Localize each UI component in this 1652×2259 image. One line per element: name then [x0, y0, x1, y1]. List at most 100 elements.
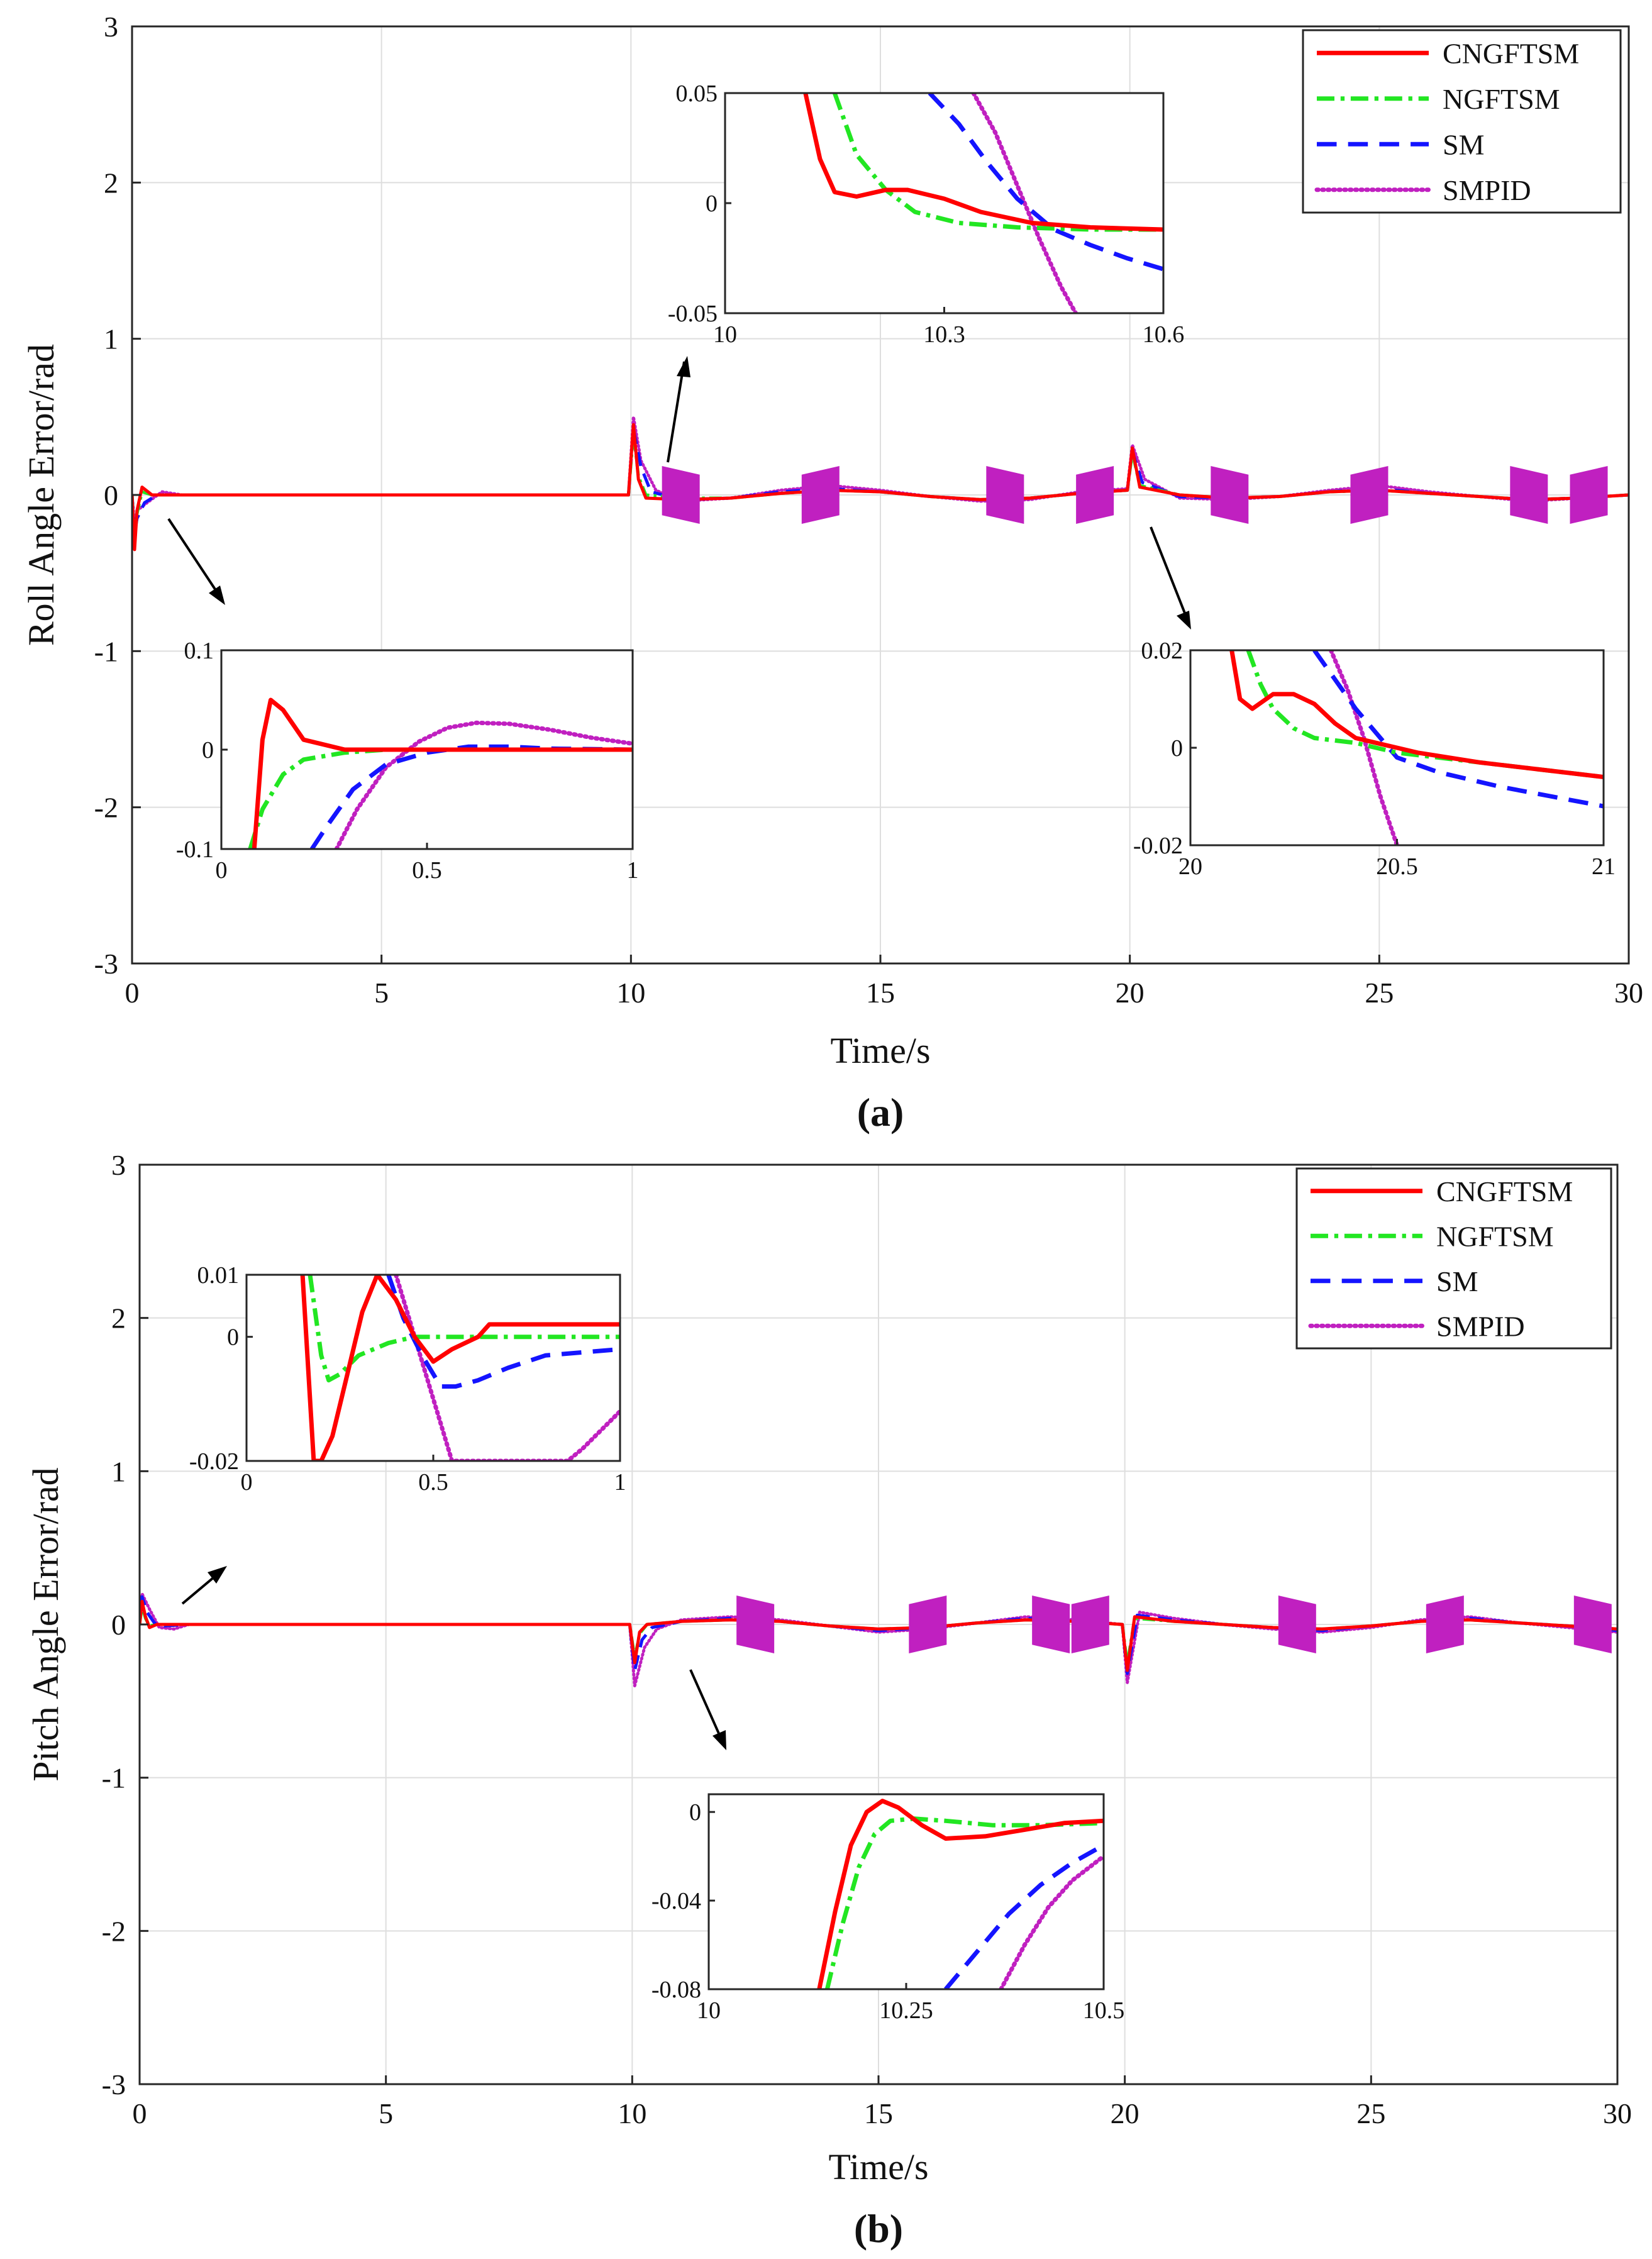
chart-b-legend-label-smpid: SMPID [1436, 1310, 1525, 1342]
chart-b-y-ticks: -3 -2 -1 0 1 2 3 [102, 1149, 148, 2101]
arrow-head [209, 586, 225, 605]
chart-a-y-axis-label: Roll Angle Error/rad [21, 344, 62, 646]
chart-b-inset-1-x-tick-label: 0 [241, 1469, 253, 1496]
chart-a-y-tick-label: 2 [104, 167, 118, 199]
chart-a-y-tick-label: -3 [94, 948, 118, 980]
chart-a-series [132, 415, 1629, 552]
chart-a-inset-3-y-tick-label: -0.02 [1133, 833, 1183, 859]
chart-b-legend-label-ngftsm: NGFTSM [1436, 1220, 1554, 1252]
chart-a-inset-2-x-tick-label: 1 [627, 857, 639, 884]
chart-b-inset-1-series-ngftsm [308, 1275, 620, 1383]
chart-a-inset-1-y-tick-label: -0.05 [668, 301, 718, 327]
chart-b-y-axis-label: Pitch Angle Error/rad [25, 1467, 66, 1781]
chart-a-inset-1-y-tick-label: 0.05 [676, 80, 718, 107]
chart-a-inset-1-x-tick-label: 10.6 [1143, 321, 1185, 348]
chart-b-inset-2: 10 10.25 10.5 -0.08 -0.04 0 [651, 1793, 1124, 2024]
chart-b-x-tick-label: 30 [1603, 2097, 1632, 2129]
chart-b-smpid-chatter-band [1573, 1596, 1612, 1653]
chart-b-inset-1-y-tick-label: 0.01 [197, 1262, 240, 1289]
chart-b-inset-1-y-tick-label: -0.02 [189, 1448, 239, 1475]
chart-a-smpid-chatter-band [1350, 466, 1389, 524]
chart-a-smpid-chatter-band [1570, 466, 1608, 524]
chart-b-x-tick-label: 25 [1356, 2097, 1385, 2129]
chart-a-inset-3-series-cngftsm [1229, 650, 1604, 779]
chart-b-inset-1-series [300, 1275, 620, 1461]
chart-b-x-tick-label: 10 [618, 2097, 646, 2129]
chart-a-y-tick-label: -2 [94, 792, 118, 824]
chart-a-x-tick-label: 30 [1614, 977, 1643, 1009]
chart-a-x-tick-label: 25 [1365, 977, 1394, 1009]
chart-b-x-tick-label: 15 [864, 2097, 893, 2129]
chart-a-smpid-chatter-band [662, 466, 700, 524]
chart-b-smpid-chatter-band [736, 1596, 775, 1653]
chart-a-y-tick-label: 3 [104, 11, 118, 43]
chart-b-series [140, 1592, 1617, 1687]
chart-b-smpid-chatter-band [909, 1596, 947, 1653]
chart-a-inset-3-x-tick-label: 20 [1178, 853, 1202, 880]
chart-a-inset-1-x-tick-label: 10 [713, 321, 737, 348]
chart-a-inset-3: 20 20.5 21 -0.02 0 0.02 [1133, 638, 1616, 880]
chart-b-x-ticks: 0 5 10 15 20 25 30 [133, 2075, 1632, 2129]
chart-a-inset-2-y-tick-label: 0 [202, 737, 214, 763]
arrow-line [1150, 526, 1190, 623]
chart-a-inset-3-x-tick-label: 20.5 [1376, 853, 1418, 880]
chart-b-inset-1-series-cngftsm [300, 1275, 620, 1461]
chart-a-smpid-chatter-band [1076, 466, 1114, 524]
chart-a-y-tick-label: 1 [104, 323, 118, 355]
chart-a-x-axis-label: Time/s [830, 1030, 930, 1071]
chart-a-smpid-chatter-band [1211, 466, 1249, 524]
chart-b-legend: CNGFTSM NGFTSM SM SMPID [1295, 1167, 1612, 1350]
arrow-line [167, 518, 223, 600]
chart-a-inset-2: 0 0.5 1-0.100.1 [176, 638, 639, 884]
chart-b-y-tick-label: -2 [102, 1915, 126, 1947]
chart-a-smpid-chatter-band [1510, 466, 1548, 524]
chart-a-inset-2-x-tick-label: 0 [216, 857, 228, 884]
chart-a-x-tick-label: 0 [125, 977, 140, 1009]
chart-a-x-tick-label: 20 [1116, 977, 1145, 1009]
chart-b-smpid-chatter-band [1032, 1596, 1070, 1653]
chart-a-inset-3-y-tick-label: 0.02 [1141, 638, 1184, 664]
chart-a-y-tick-label: -1 [94, 635, 118, 667]
arrow-line [667, 361, 685, 463]
chart-a-inset-3-series [1229, 650, 1604, 845]
chart-b-panel-label: (b) [854, 2206, 903, 2251]
chart-a-inset-3-y-tick-label: 0 [1171, 735, 1183, 762]
arrow-head [1177, 611, 1191, 630]
arrow-head [677, 356, 690, 377]
chart-b-inset-2-series-ngftsm [824, 1816, 1104, 1989]
chart-b-x-tick-label: 5 [379, 2097, 393, 2129]
chart-a-inset-2-series-cngftsm [252, 697, 633, 849]
chart-b-inset-1-x-tick-label: 0.5 [418, 1469, 448, 1496]
chart-b-smpid-chatter-band [1426, 1596, 1464, 1653]
chart-b-inset-2-series-cngftsm [817, 1799, 1104, 1989]
chart-a-smpid-chatter-band [801, 466, 840, 524]
chart-b-smpid-chatter-band [1278, 1596, 1316, 1653]
chart-a-smpid-chatter-band [986, 466, 1024, 524]
chart-b-legend-label-cngftsm: CNGFTSM [1436, 1175, 1573, 1207]
chart-a-legend-label-ngftsm: NGFTSM [1443, 83, 1560, 115]
chart-b-x-axis-label: Time/s [828, 2146, 928, 2187]
chart-a-inset-1-y-tick-label: 0 [706, 191, 718, 217]
chart-b-inset-2-series [817, 1799, 1104, 1989]
chart-b-inset-2-y-tick-label: -0.04 [651, 1888, 701, 1914]
chart-b-y-tick-label: -1 [102, 1762, 126, 1794]
chart-a-inset-1-plot-area [725, 93, 1163, 313]
chart-b-y-tick-label: 3 [111, 1149, 126, 1181]
chart-b-inset-2-series-sm [944, 1843, 1104, 1989]
chart-a-y-tick-label: 0 [104, 479, 118, 511]
chart-b-inset-2-x-tick-label: 10.25 [879, 1997, 933, 2024]
chart-a-x-ticks: 0 5 10 15 20 25 30 [125, 955, 1643, 1009]
chart-b-smpid-chatter-band [1071, 1596, 1109, 1653]
chart-a-y-ticks: -3 -2 -1 0 1 2 3 [94, 11, 141, 980]
chart-a-inset-1-series [803, 93, 1163, 313]
chart-b-x-tick-label: 20 [1111, 2097, 1139, 2129]
chart-b-legend-label-sm: SM [1436, 1265, 1478, 1297]
chart-b-inset-2-plot-area [709, 1794, 1104, 1989]
chart-a-x-tick-label: 15 [866, 977, 895, 1009]
chart-b-legend-box [1295, 1167, 1612, 1350]
arrow-head [712, 1730, 726, 1750]
chart-a-inset-1-series-sm [928, 93, 1163, 272]
chart-a-inset-2-series-smpid [334, 720, 633, 849]
